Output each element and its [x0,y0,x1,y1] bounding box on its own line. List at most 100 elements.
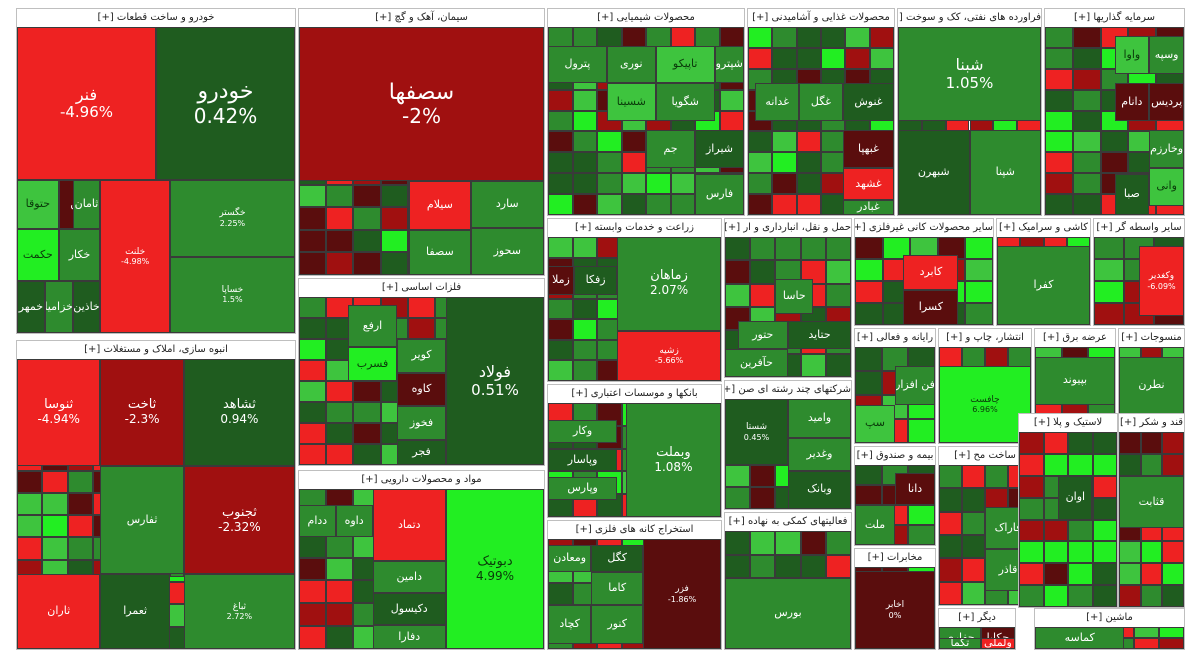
stock-tile[interactable] [748,152,773,174]
stock-tile[interactable] [796,173,821,195]
stock-tile[interactable] [748,173,773,195]
stock-tile[interactable] [1043,563,1068,586]
stock-tile[interactable] [1140,453,1163,476]
stock-tile[interactable]: ثباغ 2.72% [183,573,295,649]
stock-tile[interactable] [299,534,327,558]
stock-tile[interactable] [772,47,797,69]
sector-title[interactable]: فراورده های نفتی، کک و سوخت [+] [898,9,1041,28]
sector-title[interactable]: بانکها و موسسات اعتباری [+] [548,385,721,404]
stock-tile[interactable]: داوه [335,505,373,537]
sector-title[interactable]: عرضه برق [+] [1035,329,1115,348]
sector-title[interactable]: فعالیتهای کمکی به نهاده [+] [725,513,851,532]
stock-tile[interactable] [869,47,894,69]
stock-tile[interactable]: فزر -1.86% [643,539,721,649]
stock-tile[interactable] [1140,432,1163,454]
stock-tile[interactable] [572,152,597,174]
stock-tile[interactable] [299,423,327,444]
stock-tile[interactable] [1119,585,1141,607]
stock-tile[interactable] [326,184,354,208]
stock-tile[interactable] [326,252,354,275]
stock-tile[interactable] [962,535,985,559]
stock-tile[interactable] [1094,259,1124,281]
stock-tile[interactable]: وانی [1149,168,1184,206]
stock-tile[interactable] [869,27,894,48]
stock-tile[interactable] [380,184,408,208]
stock-tile[interactable] [299,381,327,402]
stock-tile[interactable]: شستا 0.45% [725,399,788,465]
stock-tile[interactable] [670,173,695,195]
stock-tile[interactable] [750,554,776,579]
stock-tile[interactable] [800,353,826,377]
stock-tile[interactable]: قثابت [1119,475,1184,529]
stock-tile[interactable] [326,557,354,581]
stock-tile[interactable]: اوان [1058,475,1093,520]
stock-tile[interactable]: فسرب [348,347,397,381]
stock-tile[interactable]: وامید [788,399,851,438]
stock-tile[interactable] [1045,89,1073,111]
stock-tile[interactable] [1043,519,1068,542]
stock-tile[interactable] [597,131,622,153]
sector-title[interactable]: خودرو و ساخت قطعات [+] [17,9,295,28]
stock-tile[interactable]: بورس [725,578,851,649]
stock-tile[interactable]: نوری [606,45,656,84]
stock-tile[interactable] [621,27,646,48]
stock-tile[interactable] [572,360,598,381]
stock-tile[interactable]: اخابر 0% [855,571,935,649]
stock-tile[interactable] [750,283,776,307]
stock-tile[interactable] [1162,563,1184,586]
stock-tile[interactable] [572,173,597,195]
stock-tile[interactable] [821,173,846,195]
sector-title[interactable]: سیمان، آهک و گچ [+] [299,9,544,28]
stock-tile[interactable] [1140,541,1163,564]
sector-title[interactable]: محصولات غذایی و آشامیدنی [+] [748,9,894,28]
stock-tile[interactable]: سصفها -2% [299,27,544,181]
stock-tile[interactable] [939,511,962,535]
stock-tile[interactable]: خلنت -4.98% [100,180,170,333]
stock-tile[interactable] [299,318,327,339]
stock-tile[interactable] [572,194,597,215]
stock-tile[interactable] [962,511,985,535]
stock-tile[interactable] [299,252,327,275]
sector-title[interactable]: قند و شکر [+] [1119,414,1184,433]
stock-tile[interactable] [597,152,622,174]
stock-tile[interactable]: حتوقا [17,180,59,229]
stock-tile[interactable] [1072,89,1101,111]
stock-tile[interactable] [939,535,962,559]
stock-tile[interactable] [855,485,882,505]
stock-tile[interactable]: وخارزم [1149,130,1184,168]
stock-tile[interactable] [962,581,985,605]
stock-tile[interactable] [1119,453,1141,476]
stock-tile[interactable] [572,339,598,361]
stock-tile[interactable]: کماسه [1035,627,1125,649]
stock-tile[interactable] [1045,131,1073,153]
stock-tile[interactable] [1159,627,1184,638]
stock-tile[interactable] [1072,194,1101,215]
stock-tile[interactable] [825,353,851,377]
stock-tile[interactable]: غبادر [842,199,894,215]
stock-tile[interactable] [825,260,851,284]
sector-title[interactable]: سایر محصولات کانی غیرفلزی [+] [855,219,993,238]
stock-tile[interactable] [939,488,962,512]
stock-tile[interactable] [1162,541,1184,564]
stock-tile[interactable]: غبهپا [842,130,894,168]
stock-tile[interactable] [572,89,597,111]
stock-tile[interactable] [67,492,93,516]
stock-tile[interactable] [1119,563,1141,586]
stock-tile[interactable]: شسینا [606,83,656,121]
stock-tile[interactable]: فارس [695,173,744,215]
stock-tile[interactable] [821,194,846,215]
stock-tile[interactable]: وپاسار [548,448,618,472]
stock-tile[interactable] [380,207,408,230]
stock-tile[interactable] [17,537,43,560]
stock-tile[interactable]: سپ [855,404,895,443]
stock-tile[interactable]: خمهر [17,280,45,333]
stock-tile[interactable]: کابرد [903,254,959,290]
stock-tile[interactable]: کچاد [548,605,592,644]
stock-tile[interactable] [725,283,751,307]
stock-tile[interactable] [1019,563,1044,586]
stock-tile[interactable]: ارفع [348,305,397,348]
stock-tile[interactable] [775,554,801,579]
stock-tile[interactable] [796,131,821,153]
stock-tile[interactable] [1092,453,1117,476]
stock-tile[interactable] [621,194,646,215]
